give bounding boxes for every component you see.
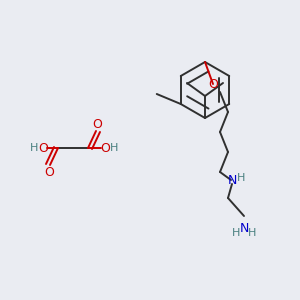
Text: O: O — [208, 77, 218, 91]
Text: H: H — [248, 228, 256, 238]
Text: O: O — [92, 118, 102, 130]
Text: O: O — [38, 142, 48, 154]
Text: O: O — [44, 166, 54, 178]
Text: H: H — [237, 173, 245, 183]
Text: N: N — [239, 221, 249, 235]
Text: H: H — [232, 228, 240, 238]
Text: N: N — [227, 173, 237, 187]
Text: H: H — [30, 143, 38, 153]
Text: O: O — [100, 142, 110, 154]
Text: H: H — [110, 143, 118, 153]
